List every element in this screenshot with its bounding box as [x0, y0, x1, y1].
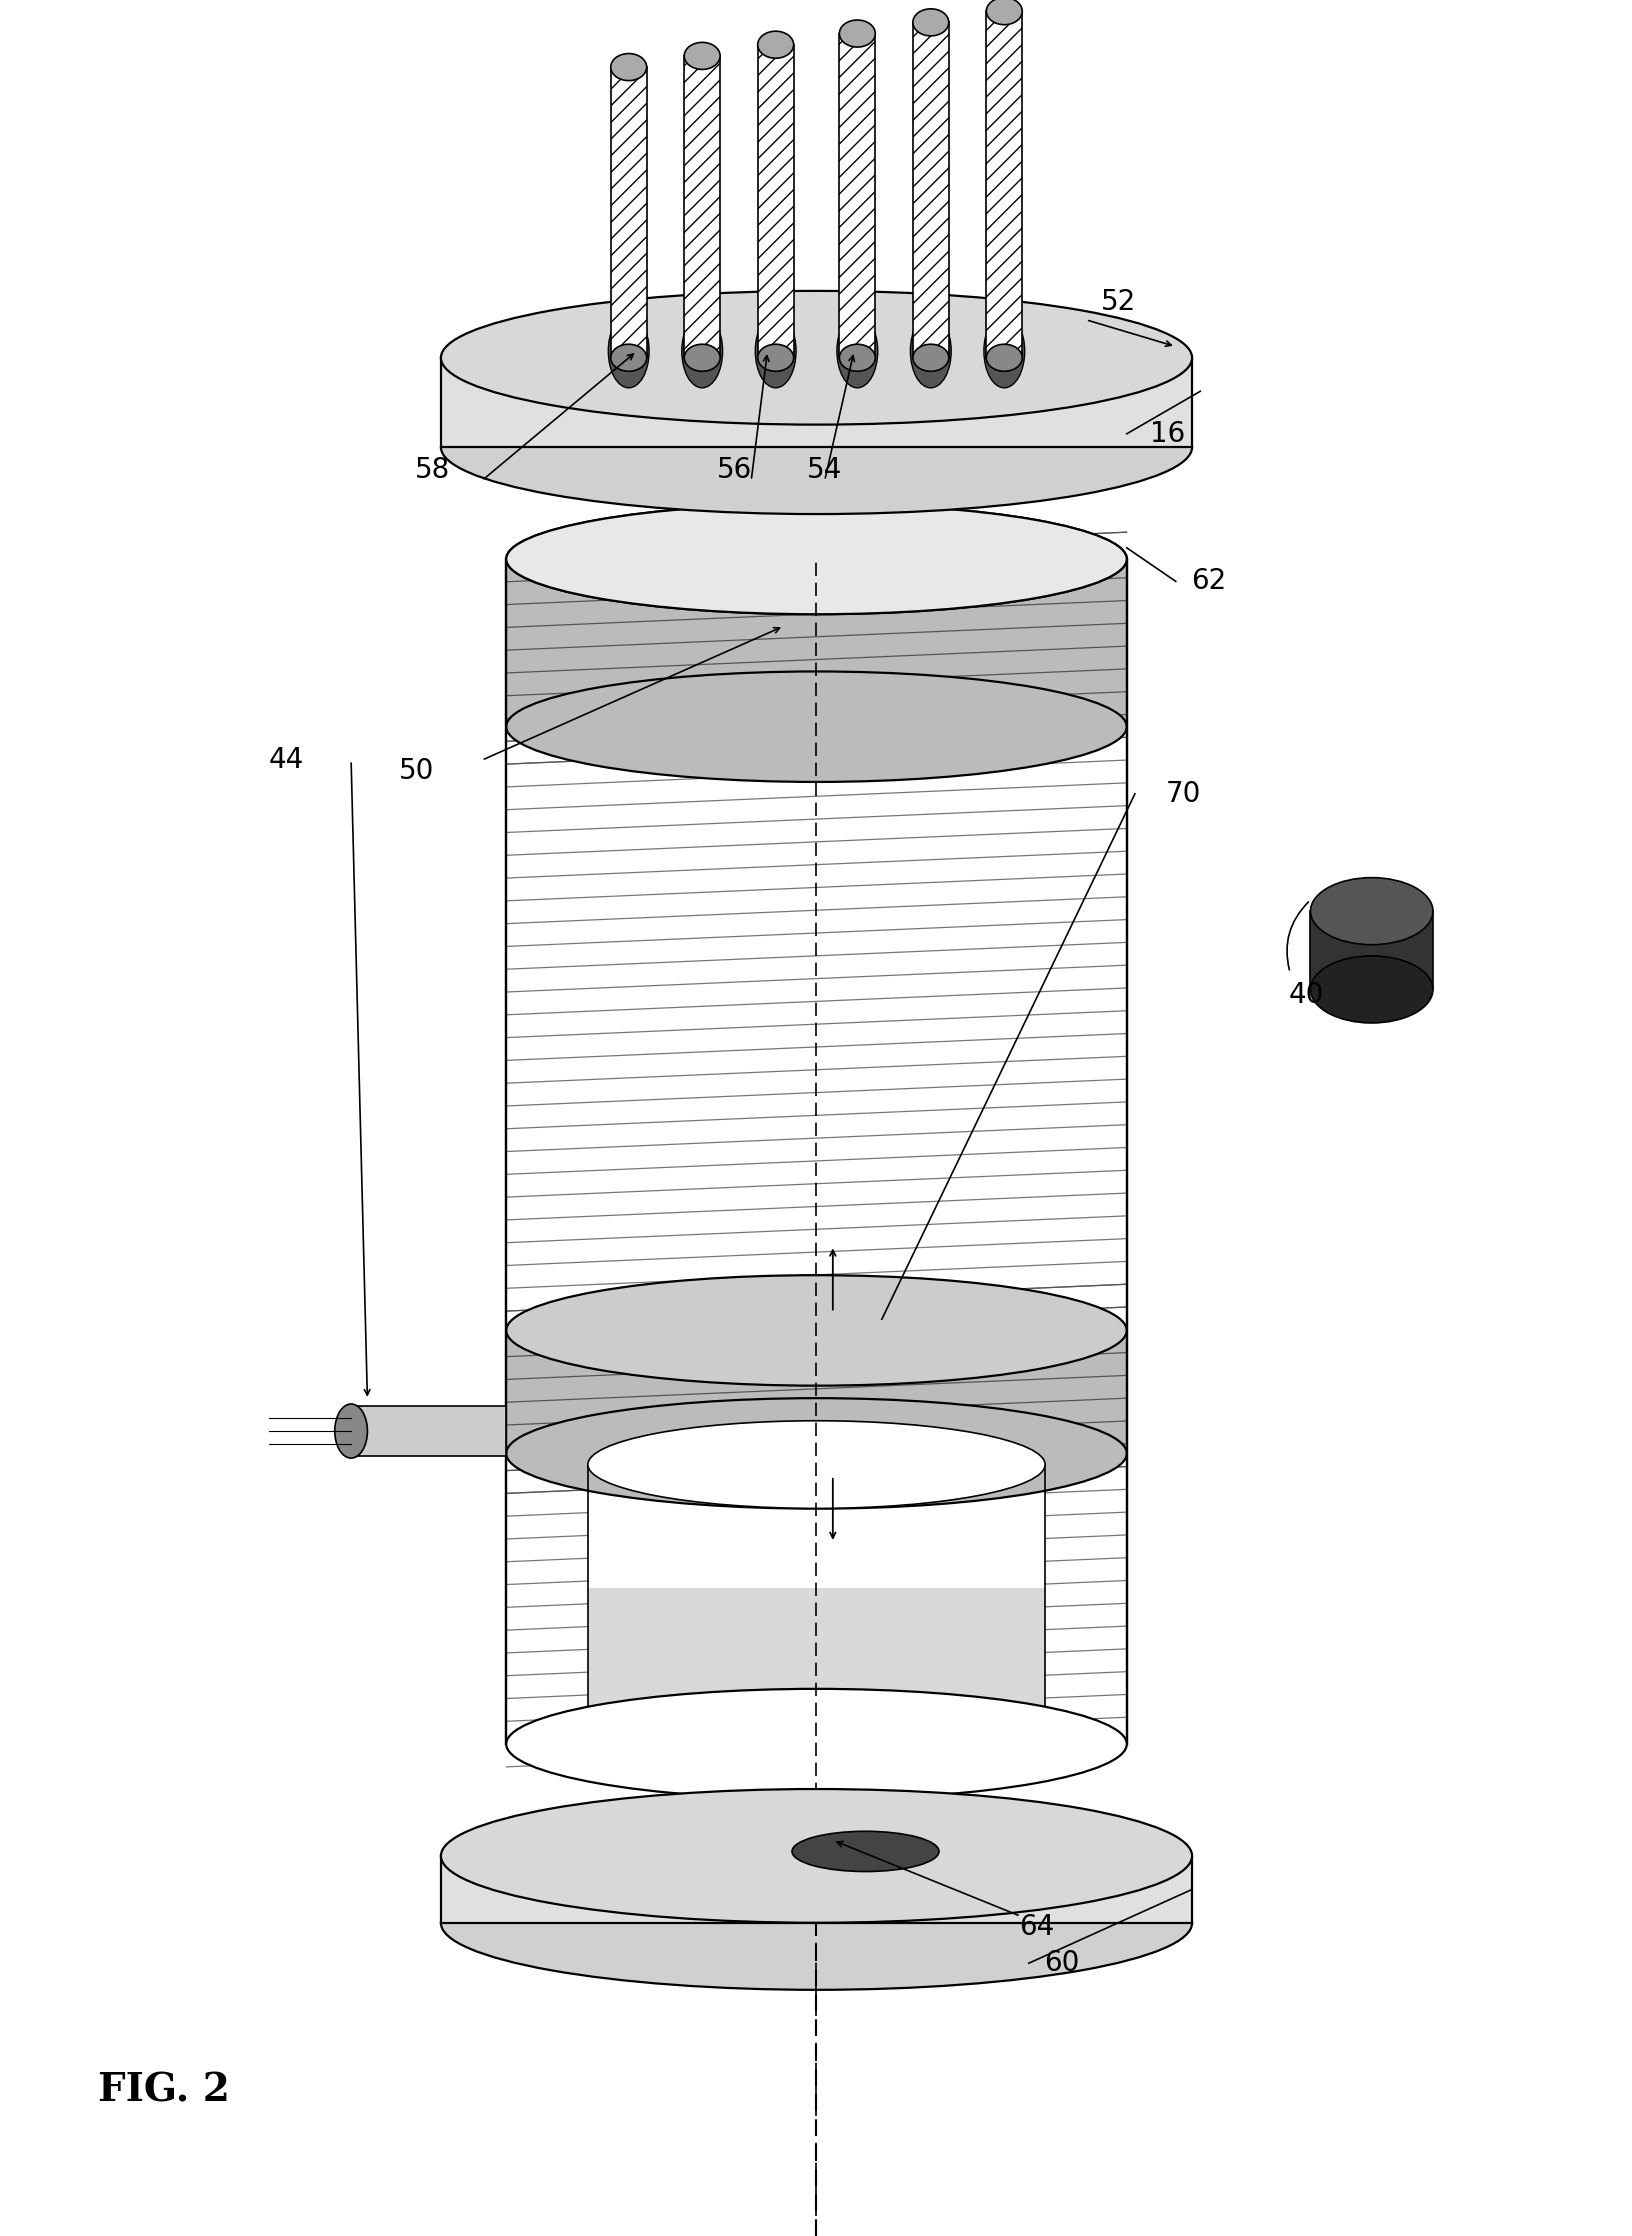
Ellipse shape — [986, 344, 1022, 371]
Text: FIG. 2: FIG. 2 — [98, 2073, 230, 2109]
Ellipse shape — [506, 1398, 1126, 1509]
Polygon shape — [588, 1465, 1044, 1733]
Polygon shape — [506, 559, 1126, 1744]
Ellipse shape — [839, 344, 875, 371]
Ellipse shape — [506, 503, 1126, 615]
Ellipse shape — [1310, 879, 1433, 946]
Text: 52: 52 — [1100, 288, 1136, 315]
Ellipse shape — [610, 344, 646, 371]
Ellipse shape — [757, 31, 793, 58]
Ellipse shape — [839, 20, 875, 47]
Polygon shape — [441, 1856, 1191, 1923]
Polygon shape — [441, 358, 1191, 447]
Ellipse shape — [506, 1275, 1126, 1386]
Ellipse shape — [982, 315, 1025, 387]
Polygon shape — [588, 1588, 1044, 1733]
Text: 16: 16 — [1149, 420, 1185, 447]
Polygon shape — [610, 67, 646, 358]
Text: 64: 64 — [1018, 1914, 1054, 1941]
Polygon shape — [912, 22, 948, 358]
Text: 56: 56 — [716, 456, 752, 483]
Text: 54: 54 — [806, 456, 842, 483]
Ellipse shape — [912, 344, 948, 371]
Text: 50: 50 — [398, 758, 434, 785]
Polygon shape — [986, 11, 1022, 358]
Polygon shape — [506, 559, 1126, 727]
Ellipse shape — [837, 315, 878, 387]
Text: 70: 70 — [1165, 780, 1201, 807]
Ellipse shape — [682, 315, 723, 387]
Text: 62: 62 — [1190, 568, 1226, 595]
Polygon shape — [506, 1330, 1126, 1453]
Polygon shape — [757, 45, 793, 358]
Text: 40: 40 — [1288, 982, 1324, 1008]
Ellipse shape — [441, 1789, 1191, 1923]
Ellipse shape — [506, 671, 1126, 783]
Ellipse shape — [754, 315, 796, 387]
Ellipse shape — [684, 42, 720, 69]
Ellipse shape — [441, 380, 1191, 514]
Text: 44: 44 — [268, 747, 304, 774]
Ellipse shape — [986, 0, 1022, 25]
Ellipse shape — [335, 1404, 367, 1458]
Ellipse shape — [684, 344, 720, 371]
Ellipse shape — [506, 1688, 1126, 1800]
Ellipse shape — [757, 344, 793, 371]
Ellipse shape — [792, 1831, 938, 1872]
Ellipse shape — [441, 291, 1191, 425]
Polygon shape — [839, 34, 875, 358]
Ellipse shape — [610, 54, 646, 80]
Polygon shape — [1310, 912, 1433, 988]
Ellipse shape — [588, 1420, 1044, 1509]
Text: 60: 60 — [1043, 1950, 1079, 1977]
Ellipse shape — [588, 1688, 1044, 1778]
Ellipse shape — [911, 315, 951, 387]
Polygon shape — [351, 1406, 506, 1456]
Ellipse shape — [441, 1856, 1191, 1990]
Text: 58: 58 — [415, 456, 450, 483]
Ellipse shape — [912, 9, 948, 36]
Ellipse shape — [1310, 957, 1433, 1024]
Ellipse shape — [506, 503, 1126, 615]
Ellipse shape — [607, 315, 650, 387]
Polygon shape — [684, 56, 720, 358]
